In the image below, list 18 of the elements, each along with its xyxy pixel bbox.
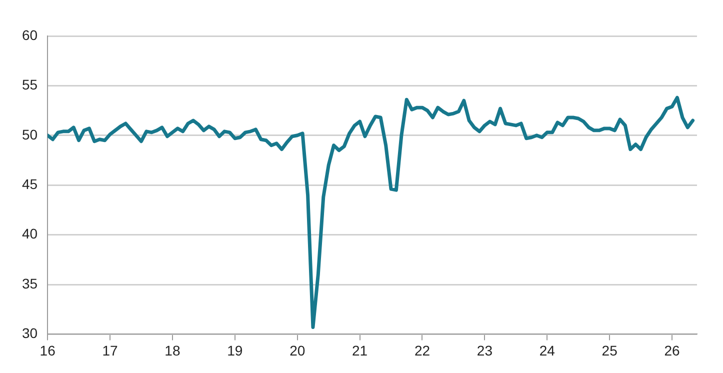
x-tick-label: 19	[227, 342, 243, 358]
x-tick-label: 17	[102, 342, 118, 358]
x-tick-label: 20	[290, 342, 306, 358]
x-tick-label: 25	[602, 342, 618, 358]
x-tick-label: 24	[539, 342, 556, 358]
x-tick-label: 23	[476, 342, 493, 358]
x-tick-label: 26	[664, 342, 680, 358]
y-tick-label: 55	[22, 76, 38, 93]
x-tick-label: 18	[164, 342, 180, 358]
y-tick-label: 40	[22, 226, 38, 242]
y-tick-label: 35	[22, 275, 38, 292]
y-tick-label: 30	[22, 325, 38, 342]
y-tick-label: 45	[22, 176, 38, 192]
y-tick-label: 60	[22, 26, 38, 43]
x-tick-label: 16	[40, 342, 56, 358]
x-tick-label: 21	[352, 342, 368, 358]
x-tick-label: 22	[414, 342, 430, 358]
y-tick-label: 50	[22, 126, 38, 142]
